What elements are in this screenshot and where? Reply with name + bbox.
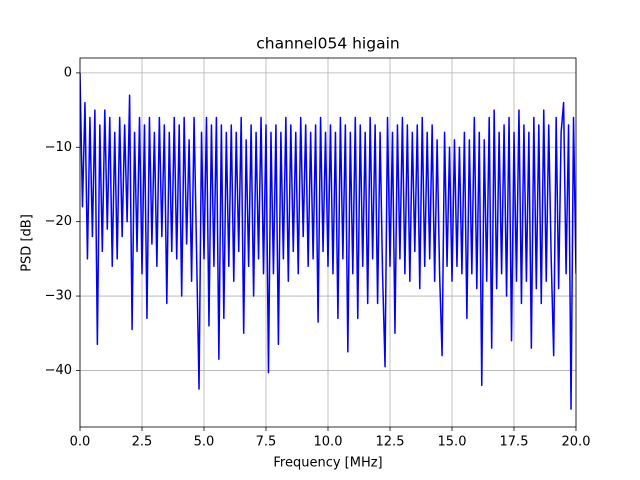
x-tick-label: 2.5: [132, 435, 153, 450]
y-tick-label: −40: [45, 363, 72, 378]
x-tick-label: 7.5: [256, 435, 277, 450]
x-tick-label: 0.0: [70, 435, 91, 450]
x-tick-label: 5.0: [194, 435, 215, 450]
y-tick-label: −10: [45, 140, 72, 155]
chart-title: channel054 higain: [256, 35, 399, 53]
y-tick-label: −30: [45, 289, 72, 304]
x-tick-label: 20.0: [562, 435, 591, 450]
y-tick-label: −20: [45, 214, 72, 229]
x-tick-label: 10.0: [314, 435, 343, 450]
y-tick-label: 0: [64, 65, 72, 80]
x-tick-label: 15.0: [438, 435, 467, 450]
x-axis-label: Frequency [MHz]: [273, 456, 382, 471]
x-tick-label: 12.5: [376, 435, 405, 450]
y-axis-label: PSD [dB]: [20, 214, 35, 272]
x-tick-label: 17.5: [500, 435, 529, 450]
psd-line: [80, 72, 576, 410]
plot-frame: [79, 57, 577, 428]
